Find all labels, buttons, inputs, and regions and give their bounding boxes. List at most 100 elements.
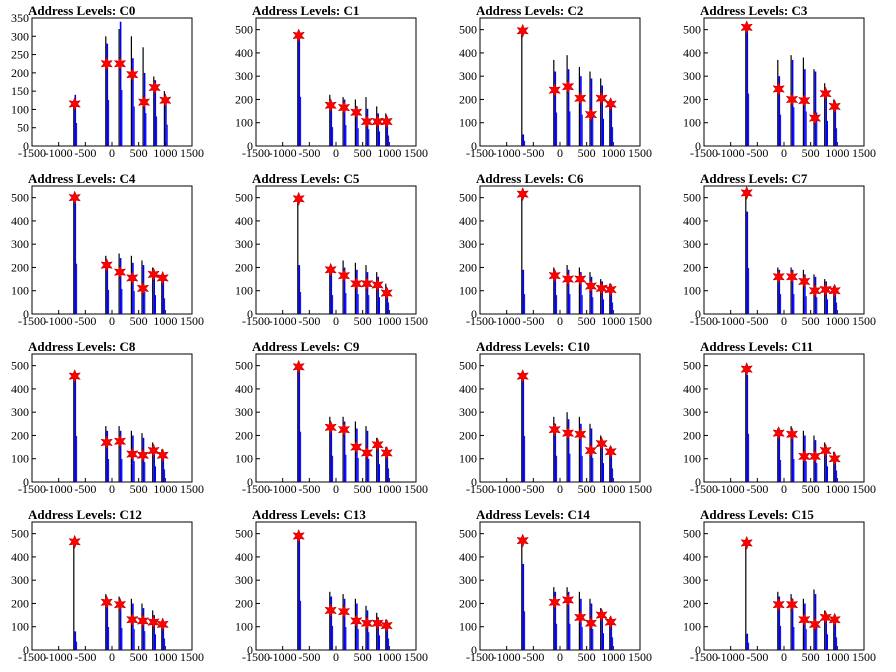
- x-tick-label: -1500: [18, 314, 46, 328]
- x-tick-label: -500: [74, 650, 96, 664]
- y-tick-label: 500: [459, 527, 477, 541]
- peak-marker: [380, 618, 393, 633]
- peak-marker: [337, 100, 351, 115]
- y-tick-label: 0: [471, 643, 477, 657]
- bar: [298, 370, 301, 482]
- bar: [343, 267, 346, 314]
- chart-title: Address Levels: C10: [476, 339, 590, 354]
- bar-minor: [133, 291, 135, 314]
- bar: [106, 430, 109, 482]
- x-tick-label: 1000: [153, 314, 177, 328]
- peak-marker: [561, 271, 575, 287]
- x-tick-label: 1000: [601, 482, 625, 496]
- x-tick-label: -1500: [18, 146, 46, 160]
- bar-shadow: [152, 442, 154, 482]
- bar-shadow: [833, 617, 835, 650]
- bar-minor: [300, 600, 302, 650]
- x-tick-label: 0: [557, 314, 563, 328]
- peak-marker: [337, 422, 351, 437]
- bar-minor: [524, 294, 526, 314]
- x-tick-label: -1000: [493, 650, 521, 664]
- bar: [778, 269, 781, 314]
- bar-minor: [816, 624, 818, 650]
- bar-shadow: [73, 195, 75, 314]
- bar-shadow: [105, 594, 107, 650]
- bar: [825, 615, 827, 650]
- chart-panel: Address Levels: C80100200300400500-1500-…: [11, 339, 204, 496]
- bar: [106, 43, 109, 146]
- bar-shadow: [833, 451, 835, 482]
- bar-minor: [155, 295, 156, 314]
- y-tick-label: 500: [683, 359, 701, 373]
- bar: [162, 279, 165, 314]
- y-tick-label: 100: [683, 620, 701, 634]
- x-tick-label: -1000: [45, 650, 73, 664]
- bar-shadow: [790, 426, 792, 482]
- x-tick-label: 500: [578, 146, 596, 160]
- bar-minor: [332, 625, 334, 650]
- x-tick-label: -500: [746, 146, 768, 160]
- chart-title: Address Levels: C15: [700, 507, 814, 522]
- bar-shadow: [152, 267, 154, 314]
- bar: [386, 624, 389, 650]
- bar: [825, 281, 827, 314]
- x-tick-label: -1000: [717, 314, 745, 328]
- x-tick-label: -1500: [690, 482, 718, 496]
- peak-marker: [561, 425, 575, 441]
- bar-shadow: [600, 608, 602, 650]
- plot-frame: [479, 353, 641, 483]
- x-tick-label: 1500: [628, 146, 652, 160]
- bar-minor: [345, 454, 347, 482]
- y-tick-label: 300: [683, 69, 701, 83]
- y-tick-label: 500: [683, 191, 701, 205]
- bar-minor: [121, 459, 123, 482]
- y-tick-label: 400: [11, 550, 29, 564]
- y-tick-label: 300: [683, 405, 701, 419]
- bar: [610, 104, 613, 146]
- bar-minor: [805, 111, 807, 146]
- bar: [567, 591, 570, 650]
- bar: [132, 58, 134, 147]
- x-tick-label: -500: [746, 314, 768, 328]
- bar-minor: [133, 461, 135, 482]
- bar-shadow: [578, 416, 580, 482]
- bar: [601, 85, 603, 146]
- x-tick-label: 1000: [153, 146, 177, 160]
- bar-shadow: [566, 265, 568, 314]
- bar: [298, 265, 301, 314]
- y-tick-label: 100: [235, 284, 253, 298]
- x-tick-label: 0: [109, 146, 115, 160]
- bar-minor: [748, 642, 750, 650]
- bar-shadow: [813, 69, 815, 146]
- y-tick-label: 200: [235, 596, 253, 610]
- bar-minor: [805, 296, 807, 314]
- peak-marker: [349, 276, 363, 291]
- bar-shadow: [824, 83, 826, 146]
- chart-title: Address Levels: C2: [476, 3, 583, 18]
- y-tick-label: 200: [11, 428, 29, 442]
- chart-title: Address Levels: C1: [252, 3, 359, 18]
- x-tick-label: 1000: [825, 314, 849, 328]
- plot-frame: [479, 17, 641, 147]
- peak-marker: [113, 597, 127, 612]
- peak-marker: [349, 105, 363, 120]
- bar-shadow: [142, 47, 144, 146]
- bar-minor: [612, 468, 614, 482]
- bar-minor: [388, 135, 390, 146]
- x-tick-label: 0: [781, 314, 787, 328]
- bar-minor: [133, 106, 135, 146]
- peak-marker: [584, 107, 598, 122]
- peak-marker: [573, 271, 587, 287]
- bar: [74, 379, 77, 482]
- bar-minor: [612, 302, 614, 314]
- bar-shadow: [600, 435, 602, 482]
- x-tick-label: -1500: [242, 482, 270, 496]
- peak-marker: [740, 361, 753, 377]
- x-tick-label: 1000: [377, 314, 401, 328]
- chart-title: Address Levels: C0: [28, 3, 135, 18]
- bar: [366, 272, 369, 314]
- y-tick-label: 400: [11, 214, 29, 228]
- y-tick-label: 100: [11, 284, 29, 298]
- bar: [343, 99, 346, 146]
- y-tick-label: 100: [459, 116, 477, 130]
